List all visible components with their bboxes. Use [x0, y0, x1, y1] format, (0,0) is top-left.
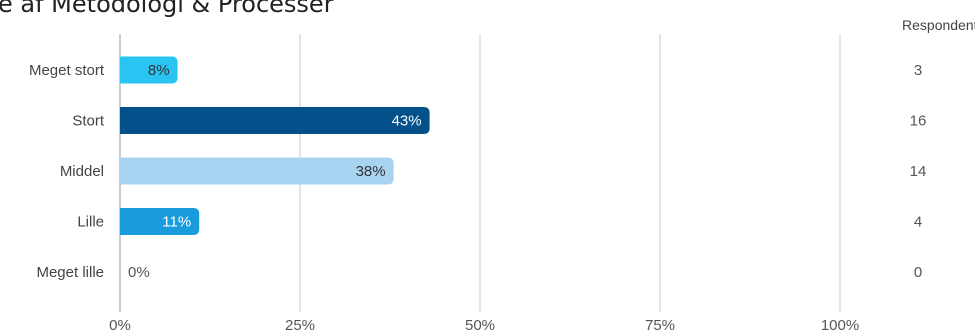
labels: 0% 25% 50% 75% 100% Meget stort 8% 3 Stort 43% 16 M… — [29, 62, 926, 334]
category-label: Lille — [77, 214, 104, 231]
data-label: 8% — [148, 62, 170, 79]
x-tick-label: 0% — [109, 317, 131, 334]
category-label: Stort — [72, 113, 105, 130]
data-label: 11% — [162, 214, 191, 231]
respondent-count: 0 — [914, 264, 922, 281]
category-label: Meget lille — [36, 264, 104, 281]
data-label: 0% — [128, 264, 150, 281]
chart-title: e af Metodologi & Processer — [0, 0, 334, 18]
x-tick-label: 100% — [821, 317, 859, 334]
data-label: 43% — [392, 113, 422, 130]
bar-meget-stort — [120, 56, 178, 84]
count-column-header: Respondenter — [902, 17, 975, 33]
bars — [120, 56, 430, 235]
bar-lille — [120, 208, 200, 235]
respondent-count: 4 — [914, 214, 922, 231]
respondent-count: 14 — [910, 163, 927, 180]
respondent-count: 3 — [914, 62, 922, 79]
x-tick-label: 75% — [645, 317, 675, 334]
category-label: Middel — [60, 163, 104, 180]
gridlines — [119, 34, 841, 312]
category-label: Meget stort — [29, 62, 105, 79]
x-tick-label: 50% — [465, 317, 495, 334]
bar-stort — [120, 107, 430, 134]
x-tick-label: 25% — [285, 317, 315, 334]
data-label: 38% — [356, 163, 386, 180]
respondent-count: 16 — [910, 113, 927, 130]
bar-middel — [120, 157, 394, 185]
